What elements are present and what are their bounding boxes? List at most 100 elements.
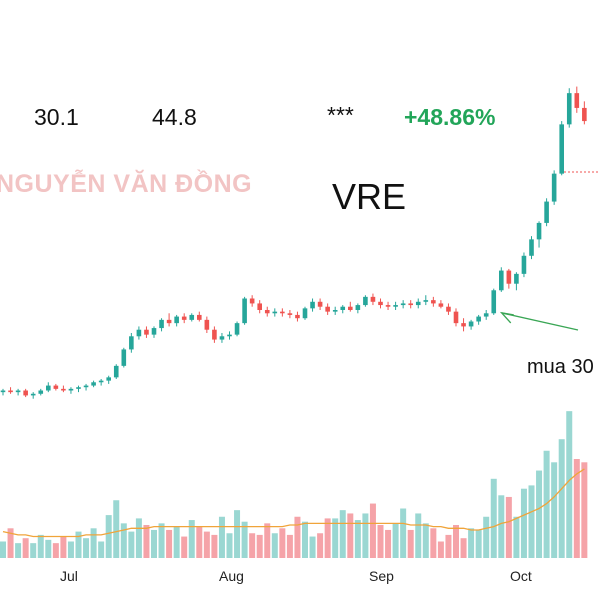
candle (91, 380, 96, 388)
annotation-arrow (499, 311, 579, 331)
volume-bar (377, 525, 384, 558)
candle-body (219, 336, 225, 340)
candle (23, 388, 28, 398)
candle-body (348, 306, 353, 310)
candle-body (332, 310, 338, 312)
candle-body (136, 329, 142, 337)
volume-ma-line (2, 468, 585, 538)
candle-body (566, 93, 572, 125)
candle-body (0, 390, 6, 393)
volume-bar (7, 528, 14, 558)
volume-bar (362, 513, 369, 558)
candle (159, 318, 164, 332)
candle (234, 321, 240, 337)
volume-bar (385, 529, 392, 558)
candle (204, 316, 210, 333)
volume-bar (264, 523, 271, 558)
candle-body (483, 313, 489, 317)
candle-body (189, 314, 195, 320)
volume-bar (475, 529, 482, 558)
candle (113, 364, 119, 379)
candle (574, 86, 580, 113)
volume-bar (113, 500, 120, 558)
candle (393, 301, 398, 310)
volume-bar (15, 543, 22, 558)
candle-body (310, 301, 315, 309)
candle (506, 268, 512, 289)
volume-bar (173, 526, 180, 558)
volume-bar (158, 523, 165, 558)
volume-bar (52, 543, 59, 558)
candle (83, 383, 89, 391)
candle-body (23, 390, 28, 396)
candle (302, 306, 308, 320)
candle-body (363, 296, 368, 306)
candle-body (400, 303, 406, 306)
candle (514, 272, 519, 291)
candle (98, 379, 104, 386)
volume-bar (37, 534, 44, 558)
candle-body (325, 306, 330, 312)
candle (438, 300, 444, 309)
volume-bar (181, 536, 188, 558)
volume-bar (324, 518, 331, 558)
candle-body (431, 300, 436, 304)
candle-body (38, 390, 44, 394)
candle (257, 300, 262, 314)
volume-bar (468, 528, 475, 558)
candle-body (438, 303, 444, 307)
candle (136, 326, 142, 340)
candle (400, 300, 406, 309)
candle (166, 313, 172, 327)
candle-body (129, 336, 134, 350)
candle (121, 347, 127, 368)
candle (453, 308, 459, 327)
candle-body (446, 306, 451, 312)
x-tick-label: Jul (60, 568, 78, 584)
candle (363, 295, 368, 307)
volume-bar (128, 531, 135, 558)
candle-body (264, 310, 270, 314)
candle (582, 101, 587, 125)
candle (310, 298, 315, 312)
candle (446, 303, 451, 315)
candle-body (461, 323, 466, 327)
volume-bar (528, 485, 535, 558)
candle (370, 293, 376, 306)
volume-bar (400, 508, 407, 558)
volume-bar (369, 503, 376, 558)
candle-body (378, 301, 383, 306)
candle-body (423, 300, 429, 302)
candle-body (181, 316, 187, 320)
candle (30, 392, 36, 399)
candle-body (272, 311, 278, 314)
candle (242, 296, 247, 325)
volume-bar (166, 529, 173, 558)
volume-bar (445, 534, 452, 558)
candle (559, 121, 564, 176)
candle-body (83, 385, 89, 388)
candle (551, 170, 557, 205)
volume-bar (513, 516, 520, 558)
volume-bar (339, 510, 346, 558)
volume-bar (90, 528, 97, 558)
volume-bar (551, 462, 558, 558)
candle-body (234, 323, 240, 335)
candle-body (468, 321, 474, 327)
volume-bar (317, 533, 324, 558)
x-tick-label: Aug (219, 568, 244, 584)
candle (423, 295, 429, 306)
candle (521, 252, 527, 278)
volume-bar (483, 516, 490, 558)
candle (499, 267, 504, 292)
candle-body (98, 380, 104, 383)
candle-body (370, 296, 376, 302)
volume-bar (279, 528, 286, 558)
candle-body (242, 298, 247, 324)
candle-body (491, 290, 497, 314)
candle (529, 236, 534, 260)
volume-bar (460, 538, 467, 558)
candle-body (582, 107, 587, 122)
